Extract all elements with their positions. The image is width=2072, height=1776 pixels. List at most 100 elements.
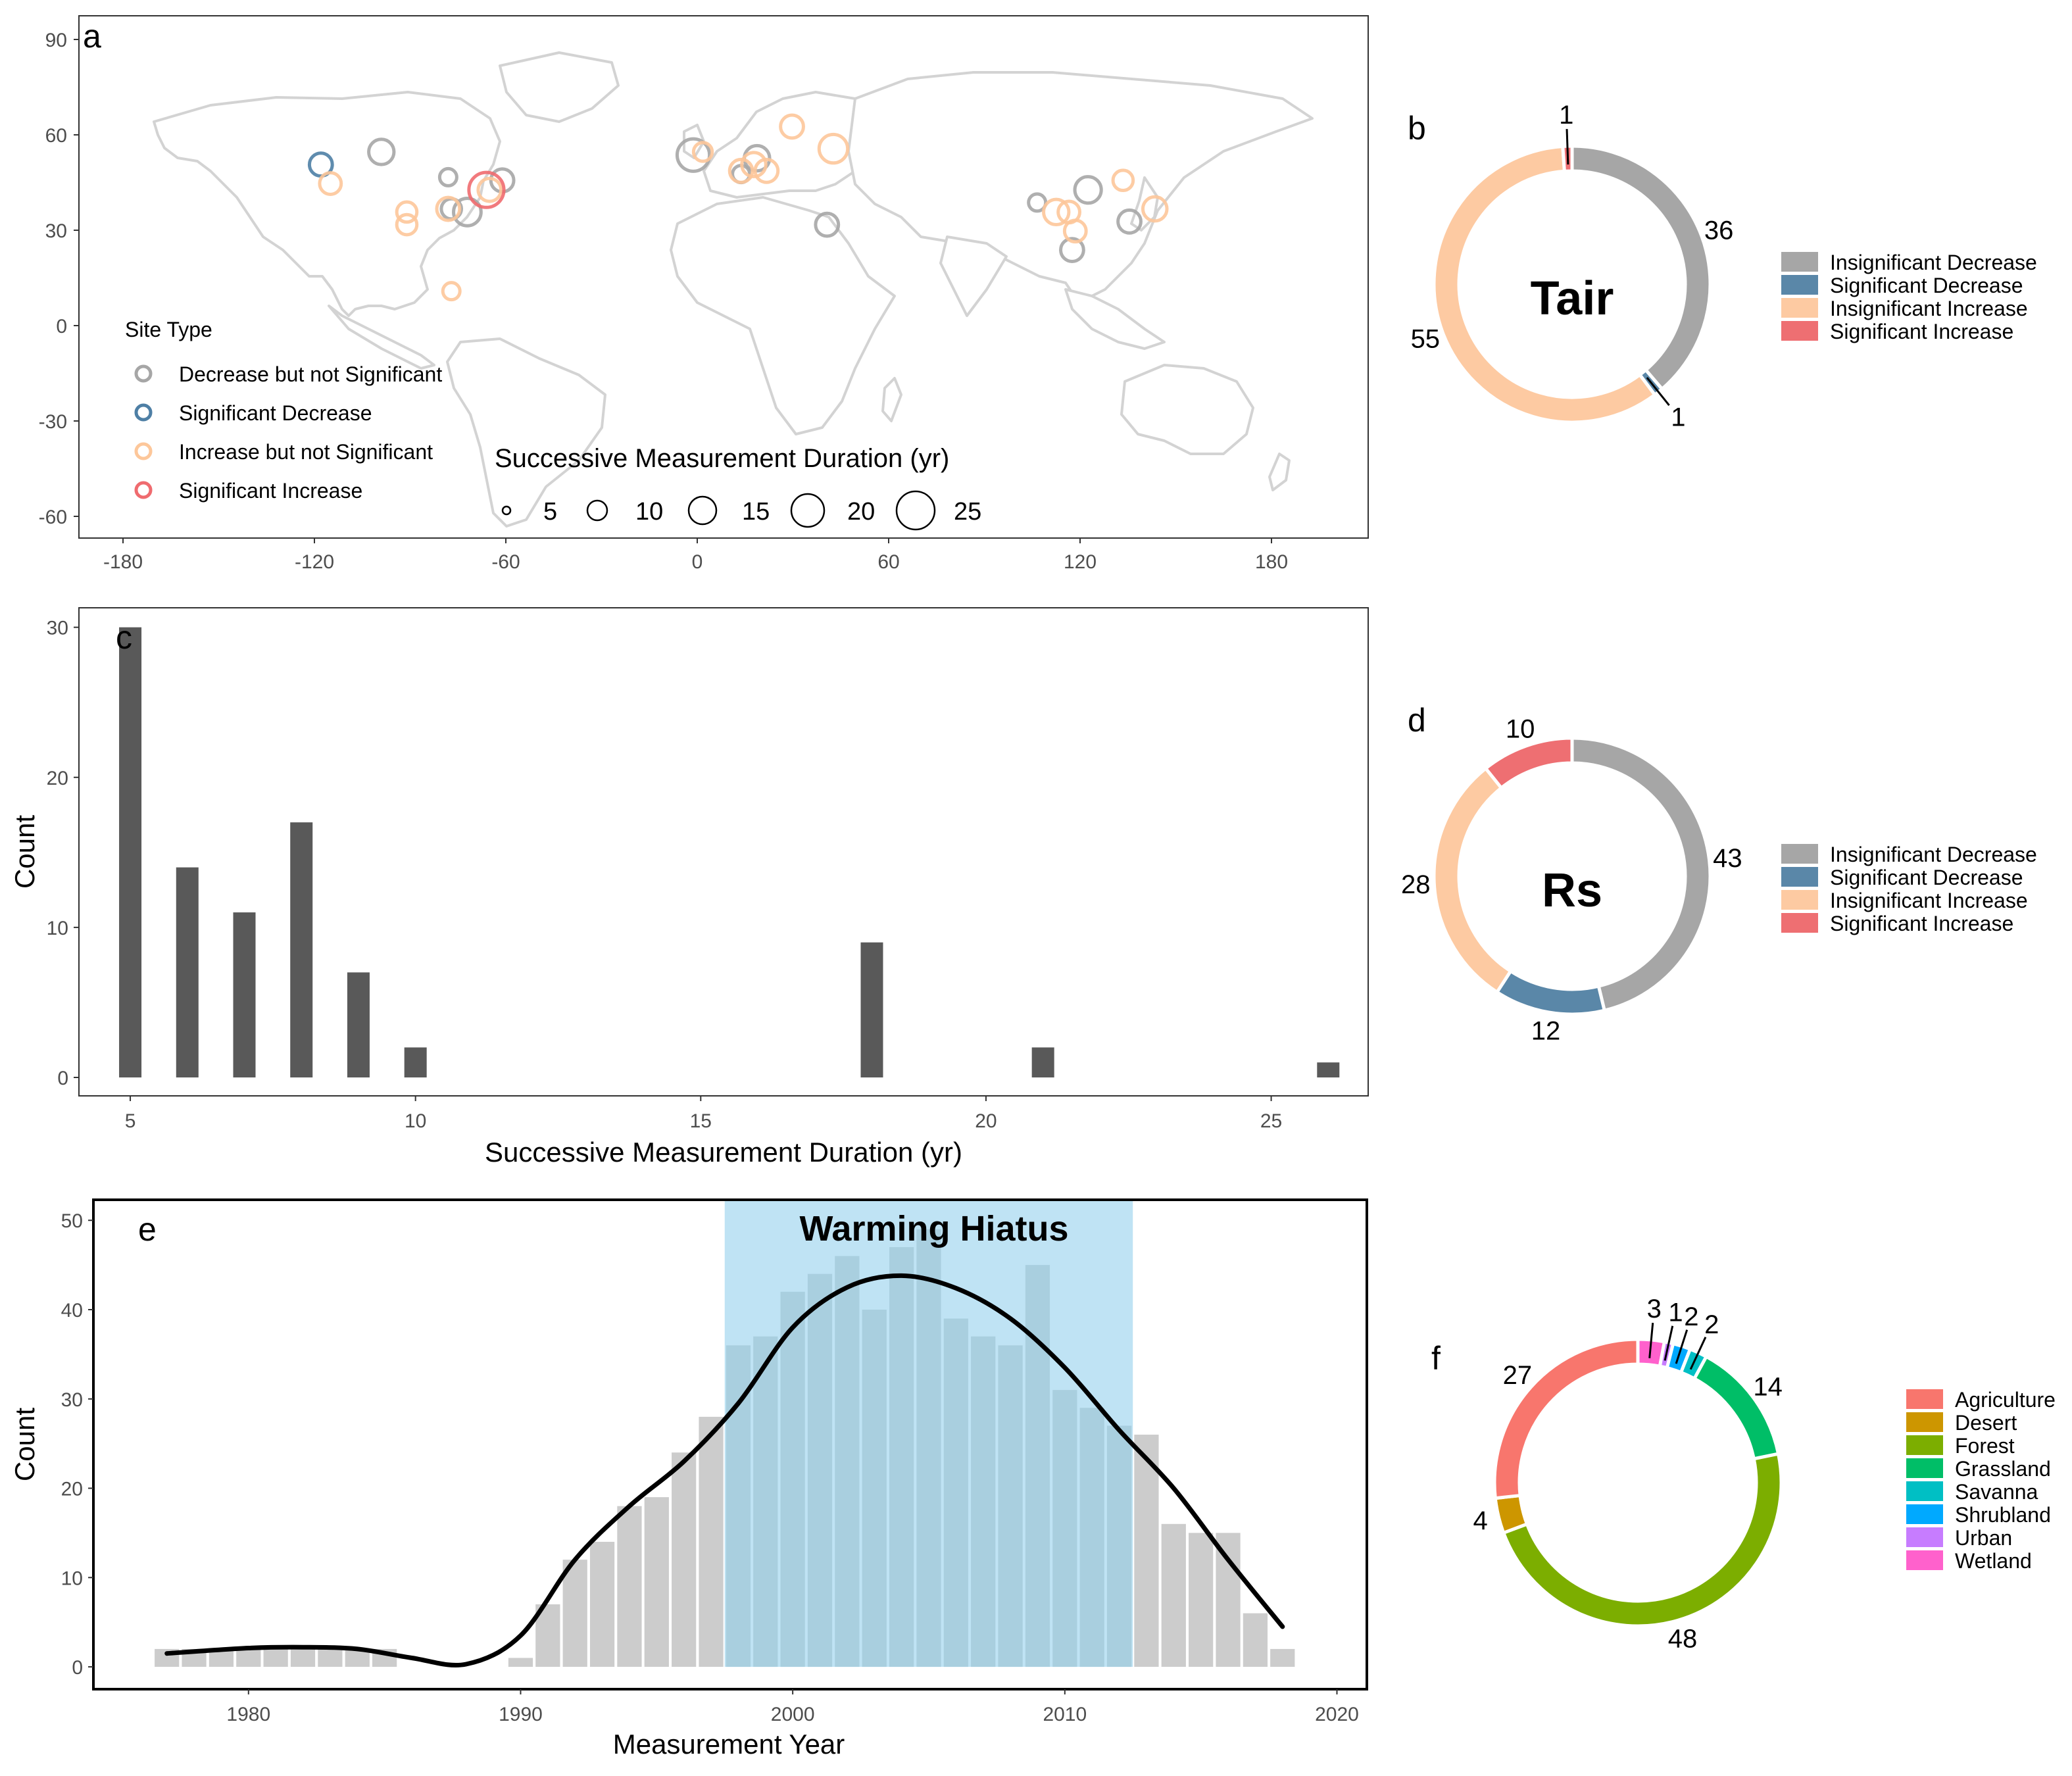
duration-bar	[860, 942, 883, 1077]
size-legend-label: 25	[954, 498, 981, 526]
donut-slice	[1570, 736, 1712, 1013]
site-marker	[675, 137, 712, 173]
year-bar	[562, 1560, 587, 1667]
panel-c-bars	[119, 627, 1340, 1077]
tair-legend-label: Significant Decrease	[1830, 274, 2023, 297]
site-marker	[740, 151, 768, 178]
donut-slice	[1483, 736, 1574, 791]
year-bar	[780, 1291, 805, 1667]
legend-key-increase-not-significant	[134, 442, 153, 460]
year-bar	[672, 1452, 697, 1667]
size-legend-label: 20	[847, 498, 875, 526]
panel-a-x-tick: -120	[295, 551, 334, 573]
donut-leader-line	[1648, 1322, 1654, 1358]
donut-value-label: 12	[1531, 1017, 1561, 1046]
panel-e-axes: 1980 1990 2000 2010 2020 0 10 20 30 40 50	[61, 1210, 1359, 1725]
panel-e-y-axis-title: Count	[9, 1408, 40, 1481]
year-bar	[263, 1648, 288, 1667]
panel-a-y-axis: 90 60 30 0 -30 -60	[39, 30, 79, 528]
landcover-legend: Agriculture Desert Forest Grassland Sava…	[1906, 1388, 2056, 1573]
panel-a-x-tick: 120	[1064, 551, 1097, 573]
site-marker	[441, 281, 462, 302]
landcover-legend-key	[1906, 1435, 1943, 1455]
donut-value-label: 1	[1671, 403, 1685, 432]
panel-a-y-tick: -30	[39, 411, 67, 433]
panel-a-y-tick: 90	[45, 30, 67, 51]
year-bar	[1025, 1265, 1050, 1667]
panel-b-label: b	[1408, 110, 1426, 147]
panel-a-y-tick: 30	[45, 220, 67, 242]
tair-legend: Insignificant Decrease Significant Decre…	[1781, 251, 2037, 343]
panel-e-y-tick: 30	[61, 1389, 83, 1411]
duration-bar	[404, 1047, 427, 1077]
year-bar	[1270, 1648, 1295, 1667]
duration-bar	[119, 627, 142, 1077]
panel-d: d 43 12 28 10 Rs Insignificant Decrease Sig…	[1401, 702, 2037, 1046]
site-marker	[1141, 195, 1169, 223]
size-legend-key-15	[687, 495, 718, 526]
donut-slice	[1492, 1337, 1640, 1500]
panel-c-y-tick: 10	[47, 918, 68, 939]
size-legend-key-5	[501, 505, 512, 516]
duration-bar	[1031, 1047, 1054, 1077]
site-marker	[1042, 197, 1071, 227]
landcover-legend-key	[1906, 1481, 1943, 1501]
panel-f-label: f	[1431, 1340, 1441, 1377]
site-marker	[1111, 168, 1135, 193]
rs-legend-key	[1781, 913, 1818, 933]
map-site-markers	[307, 113, 1169, 302]
panel-c-y-axis-title: Count	[9, 815, 40, 889]
rs-legend-label: Significant Increase	[1830, 912, 2013, 935]
site-marker	[467, 170, 506, 209]
duration-bar	[347, 972, 370, 1077]
panel-a-x-tick: -180	[103, 551, 143, 573]
panel-e-y-tick: 50	[61, 1210, 83, 1232]
rs-legend: Insignificant Decrease Significant Decre…	[1781, 843, 2037, 935]
rs-legend-label: Significant Decrease	[1830, 866, 2023, 889]
panel-d-label: d	[1408, 702, 1426, 739]
site-marker	[1062, 218, 1088, 244]
site-type-legend-label: Decrease but not Significant	[179, 362, 442, 386]
donut-value-label: 2	[1704, 1310, 1719, 1339]
donut-leader-line	[1646, 377, 1670, 407]
madagascar-outline	[881, 377, 902, 422]
panel-e: 1980 1990 2000 2010 2020 0 10 20 30 40 50 Warming …	[9, 1198, 1368, 1760]
donut-value-label: 14	[1753, 1373, 1783, 1402]
donut-leader-line	[1664, 1325, 1674, 1361]
donut-leader-line	[1566, 129, 1569, 165]
donut-slice	[1432, 144, 1658, 424]
tair-legend-label: Significant Increase	[1830, 320, 2013, 343]
site-marker	[1116, 208, 1143, 235]
size-legend-label: 10	[635, 498, 663, 526]
landcover-legend-label: Wetland	[1955, 1549, 2032, 1573]
legend-key-significant-decrease	[134, 403, 153, 422]
year-bar	[1079, 1408, 1104, 1667]
year-bar	[1106, 1425, 1132, 1667]
southeast-asia-outline	[1064, 288, 1166, 350]
tair-legend-label: Insignificant Increase	[1830, 297, 2028, 320]
panel-e-x-tick: 1980	[226, 1704, 270, 1725]
panel-e-x-tick: 2000	[771, 1704, 815, 1725]
tair-legend-key	[1781, 298, 1818, 318]
site-marker	[395, 200, 419, 224]
panel-a-y-tick: 60	[45, 125, 67, 147]
panel-a-x-tick: -60	[491, 551, 520, 573]
rs-legend-label: Insignificant Decrease	[1830, 843, 2037, 866]
year-bar	[236, 1648, 261, 1667]
landcover-legend-key	[1906, 1389, 1943, 1409]
donut-value-label: 10	[1506, 714, 1535, 743]
landcover-legend-label: Shrubland	[1955, 1503, 2051, 1527]
rs-donut: 43 12 28 10	[1401, 714, 1742, 1045]
year-bar	[1134, 1435, 1159, 1667]
panel-e-y-tick: 0	[72, 1657, 83, 1679]
panel-a-y-tick: -60	[39, 506, 67, 528]
landcover-legend-key	[1906, 1527, 1943, 1547]
world-map-outlines	[153, 51, 1314, 528]
panel-c-y-tick: 0	[57, 1068, 68, 1089]
donut-value-label: 1	[1668, 1298, 1683, 1327]
tair-legend-label: Insignificant Decrease	[1830, 251, 2037, 274]
donut-leader-line	[1689, 1337, 1707, 1370]
year-bar	[726, 1345, 751, 1667]
site-marker	[728, 157, 754, 184]
